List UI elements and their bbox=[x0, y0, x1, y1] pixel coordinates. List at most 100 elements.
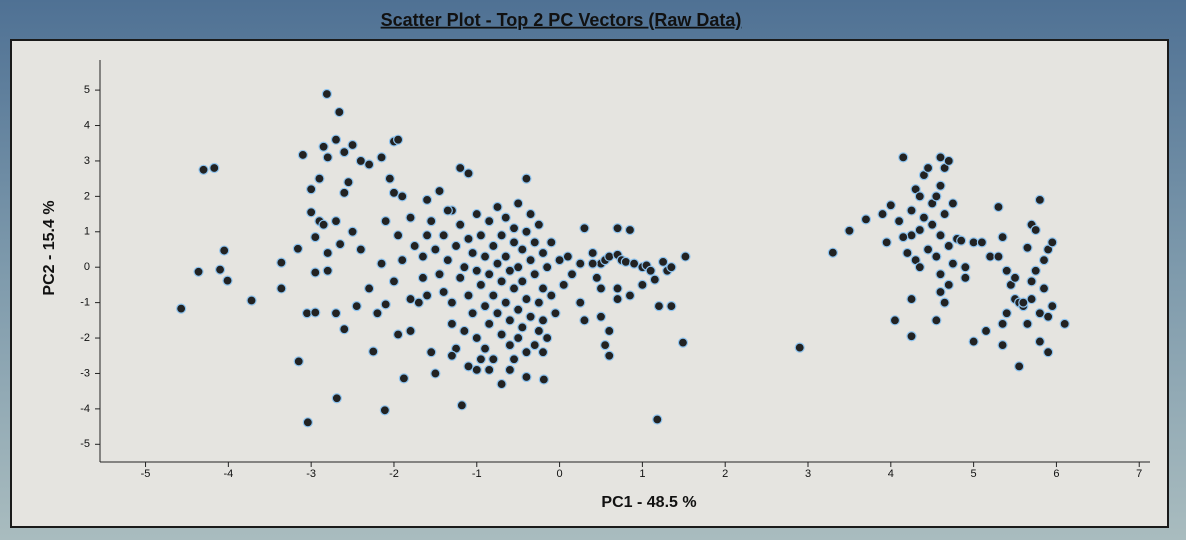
point bbox=[521, 347, 532, 358]
point bbox=[388, 187, 400, 198]
point bbox=[1034, 194, 1045, 206]
point bbox=[657, 256, 669, 267]
x-tick-label: 0 bbox=[557, 468, 563, 480]
point bbox=[508, 237, 520, 248]
point bbox=[330, 308, 342, 319]
point bbox=[629, 258, 640, 269]
point bbox=[587, 258, 598, 269]
point bbox=[421, 230, 433, 241]
y-tick-label: -3 bbox=[80, 367, 90, 379]
point bbox=[488, 354, 499, 365]
point bbox=[877, 208, 888, 220]
y-tick-label: 4 bbox=[84, 119, 90, 131]
point bbox=[993, 251, 1004, 262]
point bbox=[488, 290, 499, 301]
point bbox=[1026, 293, 1037, 305]
point bbox=[376, 258, 387, 269]
point bbox=[417, 251, 429, 262]
point bbox=[935, 152, 946, 163]
point bbox=[364, 283, 375, 294]
point bbox=[827, 247, 838, 258]
point bbox=[388, 276, 400, 287]
point bbox=[1038, 255, 1050, 266]
point bbox=[484, 364, 495, 376]
point bbox=[997, 318, 1008, 329]
point bbox=[479, 343, 491, 354]
y-tick-label: 1 bbox=[84, 226, 90, 238]
point bbox=[1043, 311, 1054, 322]
point bbox=[1009, 272, 1021, 283]
point bbox=[405, 212, 416, 223]
point bbox=[521, 371, 532, 383]
point bbox=[645, 265, 656, 276]
point bbox=[898, 231, 909, 243]
point bbox=[997, 231, 1008, 243]
point bbox=[538, 374, 549, 385]
point bbox=[881, 237, 892, 248]
point bbox=[652, 414, 663, 425]
point bbox=[475, 230, 487, 241]
point bbox=[455, 272, 466, 283]
point bbox=[479, 301, 491, 312]
point bbox=[893, 216, 905, 227]
point bbox=[947, 198, 959, 209]
point bbox=[943, 279, 954, 291]
point bbox=[330, 134, 342, 145]
point bbox=[463, 361, 474, 372]
point bbox=[413, 297, 424, 308]
point bbox=[442, 255, 453, 266]
x-tick-label: -3 bbox=[306, 468, 316, 480]
point bbox=[604, 325, 615, 337]
point bbox=[1026, 276, 1037, 287]
point bbox=[533, 219, 544, 230]
point bbox=[508, 283, 520, 294]
point bbox=[860, 214, 872, 225]
point bbox=[339, 324, 350, 335]
point bbox=[434, 185, 445, 197]
point bbox=[500, 251, 511, 262]
point bbox=[376, 152, 387, 163]
point bbox=[455, 219, 466, 230]
point bbox=[927, 219, 938, 230]
point bbox=[434, 269, 445, 280]
point bbox=[351, 301, 362, 312]
point bbox=[1022, 318, 1033, 329]
point bbox=[525, 311, 536, 322]
point bbox=[666, 262, 677, 273]
point bbox=[521, 293, 532, 305]
point bbox=[554, 255, 565, 266]
point bbox=[393, 134, 404, 145]
point bbox=[335, 239, 346, 250]
point bbox=[649, 274, 660, 285]
point bbox=[355, 244, 366, 255]
point bbox=[322, 152, 333, 163]
point bbox=[935, 230, 946, 241]
point bbox=[1001, 308, 1012, 319]
point bbox=[496, 329, 507, 340]
point bbox=[1034, 308, 1045, 319]
point bbox=[1059, 318, 1070, 329]
point bbox=[463, 290, 474, 301]
point bbox=[939, 297, 950, 308]
point bbox=[653, 301, 665, 312]
point bbox=[595, 311, 607, 322]
point bbox=[318, 141, 329, 152]
point bbox=[947, 258, 959, 269]
point bbox=[314, 173, 325, 184]
point bbox=[1043, 347, 1054, 358]
point bbox=[318, 219, 329, 230]
point bbox=[844, 225, 855, 236]
point bbox=[993, 201, 1004, 213]
point bbox=[459, 262, 470, 273]
point bbox=[209, 162, 220, 174]
point bbox=[587, 247, 598, 259]
point bbox=[997, 340, 1008, 351]
point bbox=[492, 201, 503, 213]
point bbox=[931, 251, 942, 262]
point bbox=[525, 255, 536, 266]
point bbox=[943, 240, 954, 252]
plot-frame bbox=[10, 39, 1169, 528]
y-tick-label: 2 bbox=[84, 190, 90, 202]
point bbox=[513, 198, 524, 209]
x-tick-label: -5 bbox=[141, 468, 151, 480]
